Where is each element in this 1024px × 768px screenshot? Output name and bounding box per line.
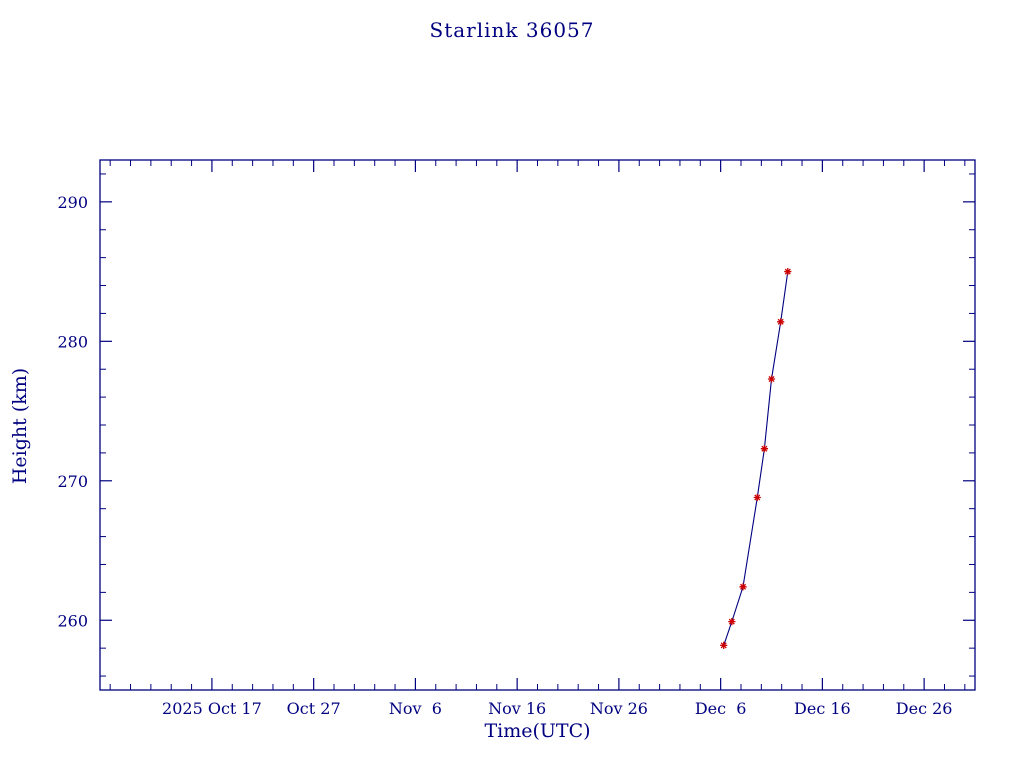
x-axis-label: Time(UTC): [484, 720, 591, 742]
x-tick-label: 2025 Oct 17: [162, 699, 262, 718]
x-tick-label: Dec 6: [695, 699, 747, 718]
y-tick-label: 290: [57, 193, 88, 212]
data-point-marker: [784, 267, 792, 276]
data-line: [723, 271, 789, 646]
x-tick-label: Dec 16: [794, 699, 851, 718]
chart-title: Starlink 36057: [429, 18, 595, 42]
data-point-marker: [777, 318, 785, 326]
x-tick-label: Nov 26: [590, 699, 648, 718]
y-tick-label: 270: [57, 472, 88, 491]
y-tick-label: 280: [57, 332, 88, 351]
data-point-marker: [767, 375, 776, 383]
data-point-marker: [739, 583, 747, 591]
axis-frame: [99, 159, 976, 691]
x-tick-label: Nov 16: [488, 699, 546, 718]
data-point-marker: [720, 641, 728, 649]
x-tick-label: Oct 27: [287, 699, 341, 718]
x-tick-label: Nov 6: [389, 699, 442, 718]
data-point-marker: [753, 493, 761, 502]
x-tick-label: Dec 26: [896, 699, 953, 718]
data-point-marker: [760, 445, 768, 453]
y-tick-label: 260: [57, 611, 88, 630]
data-point-marker: [728, 618, 736, 626]
